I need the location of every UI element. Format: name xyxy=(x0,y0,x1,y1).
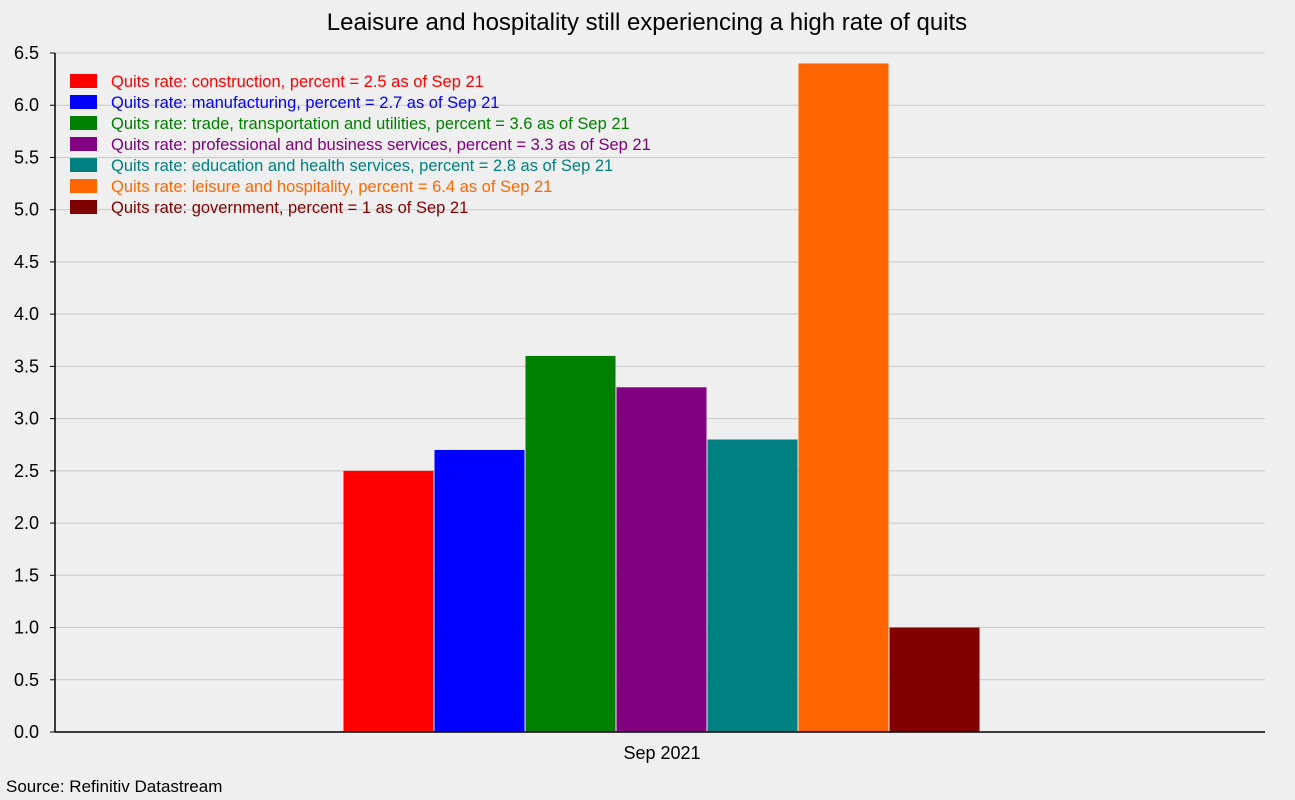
y-tick-label: 0.0 xyxy=(14,722,39,742)
legend-item: Quits rate: education and health service… xyxy=(70,157,613,175)
bars xyxy=(343,63,980,732)
bar xyxy=(616,387,707,732)
y-axis-ticks: 0.0 0.5 1.0 1.5 2.0 2.5 3.0 3.5 4.0 4.5 5.0 5.5 6.0 6… xyxy=(14,43,55,742)
y-tick-label: 3.0 xyxy=(14,409,39,429)
bar xyxy=(343,470,434,732)
y-tick-label: 0.5 xyxy=(14,670,39,690)
legend-item: Quits rate: manufacturing, percent = 2.7… xyxy=(70,94,499,112)
y-tick-label: 1.0 xyxy=(14,618,39,638)
legend-label: Quits rate: manufacturing, percent = 2.7… xyxy=(111,94,499,112)
legend-item: Quits rate: trade, transportation and ut… xyxy=(70,115,630,133)
bar xyxy=(889,627,980,732)
legend-item: Quits rate: professional and business se… xyxy=(70,136,651,154)
legend-swatch xyxy=(70,95,97,109)
source-note: Source: Refinitiv Datastream xyxy=(6,777,222,796)
y-tick-label: 4.0 xyxy=(14,304,39,324)
legend-swatch xyxy=(70,74,97,88)
y-tick-label: 2.5 xyxy=(14,461,39,481)
legend-label: Quits rate: trade, transportation and ut… xyxy=(111,115,630,133)
legend-swatch xyxy=(70,116,97,130)
bar xyxy=(707,439,798,732)
x-tick-label: Sep 2021 xyxy=(623,743,700,763)
chart-title: Leaisure and hospitality still experienc… xyxy=(327,9,967,36)
y-tick-label: 6.5 xyxy=(14,43,39,63)
axes xyxy=(54,53,1265,733)
legend-label: Quits rate: construction, percent = 2.5 … xyxy=(111,73,484,91)
legend-label: Quits rate: government, percent = 1 as o… xyxy=(111,199,468,217)
bar xyxy=(798,63,889,732)
legend-swatch xyxy=(70,137,97,151)
legend-item: Quits rate: leisure and hospitality, per… xyxy=(70,178,552,196)
bar xyxy=(434,449,525,732)
y-tick-label: 5.0 xyxy=(14,200,39,220)
legend-item: Quits rate: construction, percent = 2.5 … xyxy=(70,73,484,91)
legend: Quits rate: construction, percent = 2.5 … xyxy=(70,73,651,217)
legend-swatch xyxy=(70,179,97,193)
legend-label: Quits rate: leisure and hospitality, per… xyxy=(111,178,552,196)
y-tick-label: 4.5 xyxy=(14,252,39,272)
legend-swatch xyxy=(70,158,97,172)
bar xyxy=(525,355,616,732)
legend-label: Quits rate: education and health service… xyxy=(111,157,613,175)
y-tick-label: 3.5 xyxy=(14,356,39,376)
y-tick-label: 2.0 xyxy=(14,513,39,533)
y-tick-label: 5.5 xyxy=(14,147,39,167)
legend-swatch xyxy=(70,200,97,214)
y-tick-label: 6.0 xyxy=(14,95,39,115)
legend-item: Quits rate: government, percent = 1 as o… xyxy=(70,199,468,217)
y-tick-label: 1.5 xyxy=(14,565,39,585)
legend-label: Quits rate: professional and business se… xyxy=(111,136,651,154)
x-axis-ticks: Sep 2021 xyxy=(623,743,700,763)
